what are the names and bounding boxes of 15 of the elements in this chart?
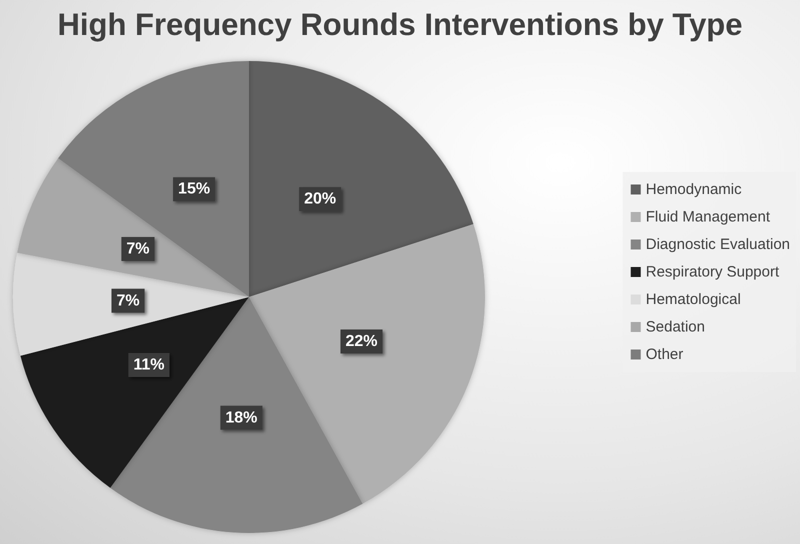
legend-label: Sedation [646, 318, 705, 336]
chart-title: High Frequency Rounds Interventions by Type [58, 7, 742, 42]
legend-label: Respiratory Support [646, 264, 780, 280]
data-label: 7% [116, 292, 140, 310]
legend-label: Other [646, 346, 684, 363]
legend-label: Diagnostic Evaluation [646, 236, 790, 253]
data-label: 22% [345, 333, 378, 350]
data-label: 18% [225, 409, 258, 426]
legend-label: Hemodynamic [646, 181, 742, 198]
data-label: 7% [126, 240, 150, 258]
data-label: 11% [133, 356, 164, 374]
data-label: 15% [178, 180, 210, 198]
legend-label: Hematological [646, 291, 741, 308]
data-label: 20% [304, 190, 336, 208]
legend-label: Fluid Management [646, 208, 771, 226]
